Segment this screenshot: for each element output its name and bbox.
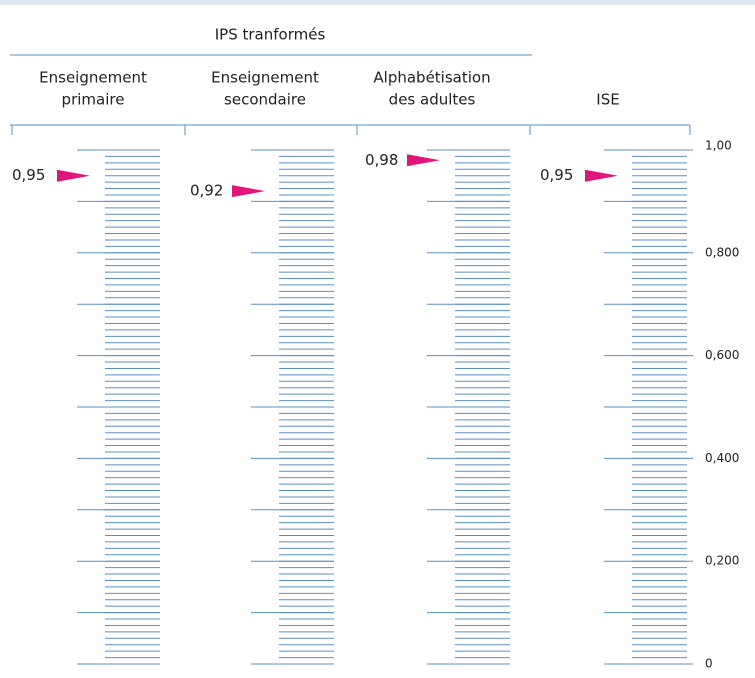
column-label: secondaire (224, 91, 306, 109)
column-label: ISE (596, 91, 619, 109)
column-label: primaire (62, 91, 125, 109)
y-tick-label: 0,400 (705, 451, 739, 465)
pointer (232, 185, 265, 198)
y-tick-label: 0 (705, 657, 713, 671)
y-tick-label: 0,200 (705, 554, 739, 568)
y-tick-label: 0,800 (705, 245, 739, 259)
value-label: 0,92 (190, 182, 223, 200)
column-label: Enseignement (211, 69, 319, 87)
value-label: 0,98 (365, 151, 398, 169)
pointer (407, 154, 440, 167)
y-tick-label: 1,00 (705, 139, 732, 153)
y-tick-label: 0,600 (705, 348, 739, 362)
value-label: 0,95 (12, 166, 45, 184)
column-label: des adultes (389, 91, 476, 109)
pointer (585, 169, 618, 182)
pointer (57, 169, 90, 182)
column-label: Alphabétisation (373, 69, 490, 87)
top-band (0, 0, 755, 5)
value-label: 0,95 (540, 166, 573, 184)
column-label: Enseignement (39, 69, 147, 87)
chart-title: IPS tranformés (215, 26, 326, 44)
